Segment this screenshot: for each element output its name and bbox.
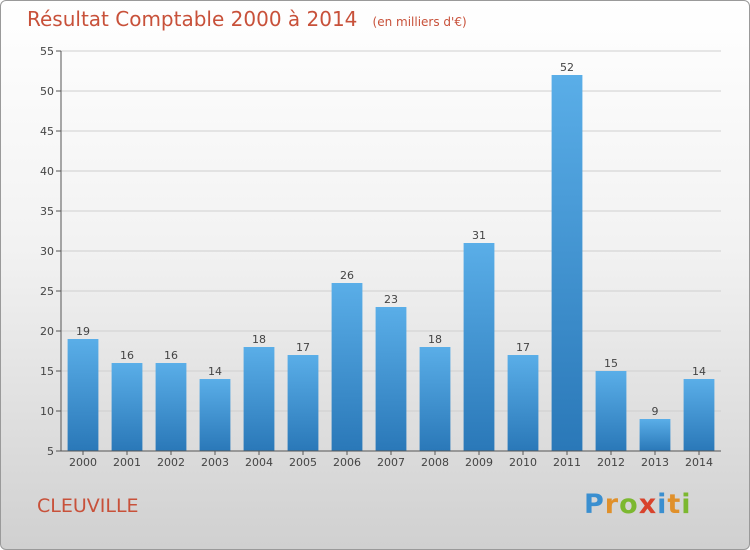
x-tick-label: 2006 — [333, 456, 361, 469]
logo-letter: i — [681, 489, 692, 520]
bar-layer: 19 16 16 14 18 17 26 23 18 31 17 52 15 9 14 — [67, 61, 715, 451]
bar-value-label: 23 — [384, 293, 398, 306]
bar-value-label: 16 — [120, 349, 134, 362]
logo-letter: t — [667, 489, 682, 520]
x-tick-label: 2004 — [245, 456, 273, 469]
bar — [683, 379, 715, 451]
x-tick-label: 2012 — [597, 456, 625, 469]
y-tick-label: 10 — [40, 405, 54, 418]
y-tick-label: 55 — [40, 45, 54, 58]
bar-value-label: 18 — [428, 333, 442, 346]
bar-value-label: 16 — [164, 349, 178, 362]
x-tick-label: 2009 — [465, 456, 493, 469]
bar — [243, 347, 275, 451]
bar — [331, 283, 363, 451]
y-tick-label: 25 — [40, 285, 54, 298]
proxiti-logo: Proxiti — [584, 489, 692, 520]
y-tick-label: 5 — [47, 445, 54, 458]
x-tick-label: 2010 — [509, 456, 537, 469]
bar — [551, 75, 583, 451]
axis-layer: 5 10 15 20 25 30 35 40 45 50 55 2000 2001 2002 2003 200… — [40, 45, 721, 469]
bar — [111, 363, 143, 451]
logo-letter: P — [584, 489, 605, 520]
bar — [507, 355, 539, 451]
y-tick-label: 50 — [40, 85, 54, 98]
y-tick-label: 35 — [40, 205, 54, 218]
chart-subtitle: (en milliers d'€) — [372, 15, 467, 29]
logo-letter: x — [638, 489, 658, 520]
x-tick-label: 2011 — [553, 456, 581, 469]
x-tick-label: 2014 — [685, 456, 713, 469]
y-tick-label: 30 — [40, 245, 54, 258]
bar-value-label: 19 — [76, 325, 90, 338]
bar — [419, 347, 451, 451]
bar-value-label: 9 — [652, 405, 659, 418]
x-tick-label: 2007 — [377, 456, 405, 469]
bar-value-label: 31 — [472, 229, 486, 242]
x-tick-label: 2005 — [289, 456, 317, 469]
bar-value-label: 52 — [560, 61, 574, 74]
bar — [639, 419, 671, 451]
y-tick-label: 20 — [40, 325, 54, 338]
bar-value-label: 18 — [252, 333, 266, 346]
bar — [463, 243, 495, 451]
bar — [287, 355, 319, 451]
bar-value-label: 17 — [516, 341, 530, 354]
bar-value-label: 17 — [296, 341, 310, 354]
bar — [595, 371, 627, 451]
x-tick-label: 2002 — [157, 456, 185, 469]
y-tick-label: 40 — [40, 165, 54, 178]
bar — [155, 363, 187, 451]
logo-letter: o — [619, 489, 639, 520]
bar — [67, 339, 99, 451]
y-tick-label: 45 — [40, 125, 54, 138]
bar-value-label: 26 — [340, 269, 354, 282]
town-name: CLEUVILLE — [37, 495, 139, 517]
logo-letter: r — [604, 489, 620, 520]
bar — [375, 307, 407, 451]
x-tick-label: 2001 — [113, 456, 141, 469]
y-tick-label: 15 — [40, 365, 54, 378]
bar-value-label: 14 — [692, 365, 706, 378]
bar — [199, 379, 231, 451]
logo-letter: i — [657, 489, 668, 520]
x-tick-label: 2008 — [421, 456, 449, 469]
x-tick-label: 2003 — [201, 456, 229, 469]
x-tick-label: 2013 — [641, 456, 669, 469]
title-row: Résultat Comptable 2000 à 2014 (en milli… — [27, 7, 467, 31]
bar-value-label: 15 — [604, 357, 618, 370]
chart-title: Résultat Comptable 2000 à 2014 — [27, 7, 358, 31]
bar-value-label: 14 — [208, 365, 222, 378]
x-tick-label: 2000 — [69, 456, 97, 469]
